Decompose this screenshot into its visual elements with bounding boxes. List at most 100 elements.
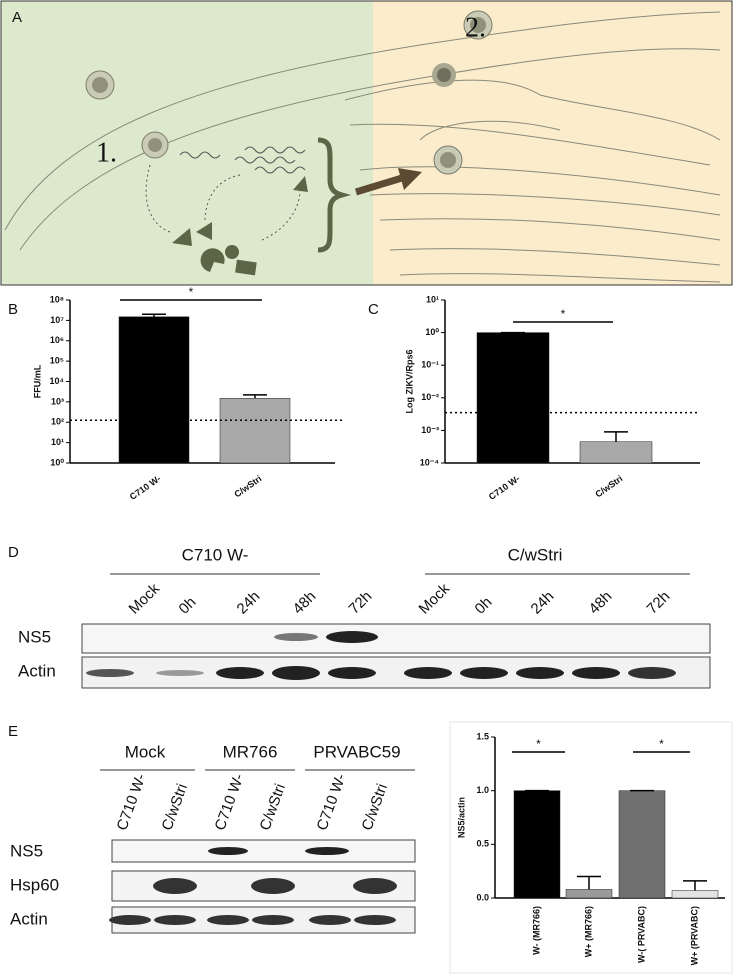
panel-e: E Mock MR766 PRVABC59 NS5 Hsp60 Actin C7… (8, 721, 733, 974)
band (328, 667, 376, 679)
significance-label: * (189, 285, 194, 299)
arrow-head (398, 168, 422, 190)
error-bar (683, 880, 707, 891)
row-label: NS5 (18, 627, 51, 646)
y-tick-label: 1.5 (476, 731, 489, 741)
y-tick-label: 10⁻³ (421, 425, 439, 435)
lane-label: 48h (586, 588, 616, 618)
lane-label: 24h (528, 588, 558, 618)
panel-label: A (12, 9, 22, 26)
bracket (317, 137, 352, 253)
band (86, 669, 134, 677)
band (404, 667, 452, 679)
band (628, 667, 676, 679)
lane-label: 48h (290, 588, 320, 618)
row-label: Hsp60 (10, 875, 59, 894)
bar (671, 890, 719, 899)
band (460, 667, 508, 679)
y-tick-label: 10⁰ (50, 457, 64, 467)
panel-label: E (8, 723, 18, 740)
band (326, 631, 378, 643)
y-tick-label: 10⁴ (50, 376, 64, 386)
bar (579, 441, 653, 464)
band (252, 915, 294, 925)
band (305, 847, 349, 855)
significance-label: * (536, 737, 541, 751)
lane-label: 0h (176, 594, 200, 618)
panel-label: D (8, 544, 19, 561)
row-label: Actin (10, 909, 48, 928)
y-tick-label: 10⁻² (421, 392, 439, 402)
y-tick-label: 10⁷ (50, 315, 64, 325)
x-tick-label: C/wStri (593, 473, 624, 499)
significance-label: * (659, 737, 664, 751)
cycle-arrows (145, 164, 301, 241)
x-tick-label: W-( PRVABC) (636, 906, 646, 963)
band (207, 915, 249, 925)
lane-label: Mock (126, 580, 164, 618)
group-label: C710 W- (182, 545, 249, 564)
group-label: Mock (125, 742, 166, 761)
y-axis-label: NS5/actin (456, 797, 466, 838)
y-tick-label: 10⁸ (50, 294, 64, 304)
y-tick-label: 10¹ (51, 437, 64, 447)
tissue-lines (4, 11, 721, 283)
lane-label: 24h (234, 588, 264, 618)
step-label: 2. (465, 12, 486, 43)
y-tick-label: 10⁻¹ (421, 360, 439, 370)
band (309, 915, 351, 925)
band (109, 915, 151, 925)
y-tick-label: 10¹ (426, 294, 439, 304)
step-label: 1. (96, 137, 117, 168)
lane-label: 0h (472, 594, 496, 618)
y-tick-label: 10⁻⁴ (420, 457, 439, 467)
significance-label: * (561, 307, 566, 321)
lane-label: 72h (346, 588, 376, 618)
blot-strip (81, 623, 711, 654)
band (153, 878, 197, 894)
band (516, 667, 564, 679)
group-label: MR766 (223, 742, 278, 761)
y-tick-label: 10³ (51, 396, 64, 406)
error-bar (142, 313, 166, 317)
band (216, 667, 264, 679)
bar (513, 790, 561, 899)
band (208, 847, 248, 855)
band (156, 670, 204, 676)
y-tick-label: 0.5 (476, 839, 489, 849)
panel-d: D C710 W- C/wStri NS5 Actin Mock 0h 24h 48h… (8, 544, 711, 689)
x-tick-label: C710 W- (128, 473, 163, 501)
group-label: PRVABC59 (313, 742, 400, 761)
y-axis-label: FFU/mL (32, 364, 42, 398)
group-label: C/wStri (508, 545, 563, 564)
y-axis-label: Log ZIKV/Rps6 (404, 349, 414, 413)
blot-strip (111, 839, 416, 863)
protein-shapes (172, 176, 308, 276)
bar (219, 398, 291, 464)
bar (618, 790, 666, 899)
y-tick-label: 10⁵ (50, 356, 64, 366)
band (354, 915, 396, 925)
band (353, 878, 397, 894)
bar (565, 889, 613, 899)
lane-label: C710 W- (114, 772, 150, 833)
panel-label: C (368, 301, 379, 318)
x-tick-label: C/wStri (232, 473, 263, 499)
error-bar (243, 394, 267, 399)
error-bar (577, 875, 601, 890)
band (274, 633, 318, 641)
bar (476, 332, 550, 464)
panel-label: B (8, 301, 18, 318)
lane-label: Mock (416, 580, 454, 618)
x-tick-label: W+ (PRVABC) (689, 906, 699, 965)
cells (85, 10, 493, 175)
row-label: NS5 (10, 841, 43, 860)
lane-label: C/wStri (257, 781, 290, 832)
lane-label: C710 W- (212, 772, 248, 833)
y-tick-label: 10² (51, 417, 64, 427)
band (272, 666, 320, 680)
lane-label: C/wStri (359, 781, 392, 832)
panel-frame (0, 0, 733, 286)
lane-label: C/wStri (159, 781, 192, 832)
